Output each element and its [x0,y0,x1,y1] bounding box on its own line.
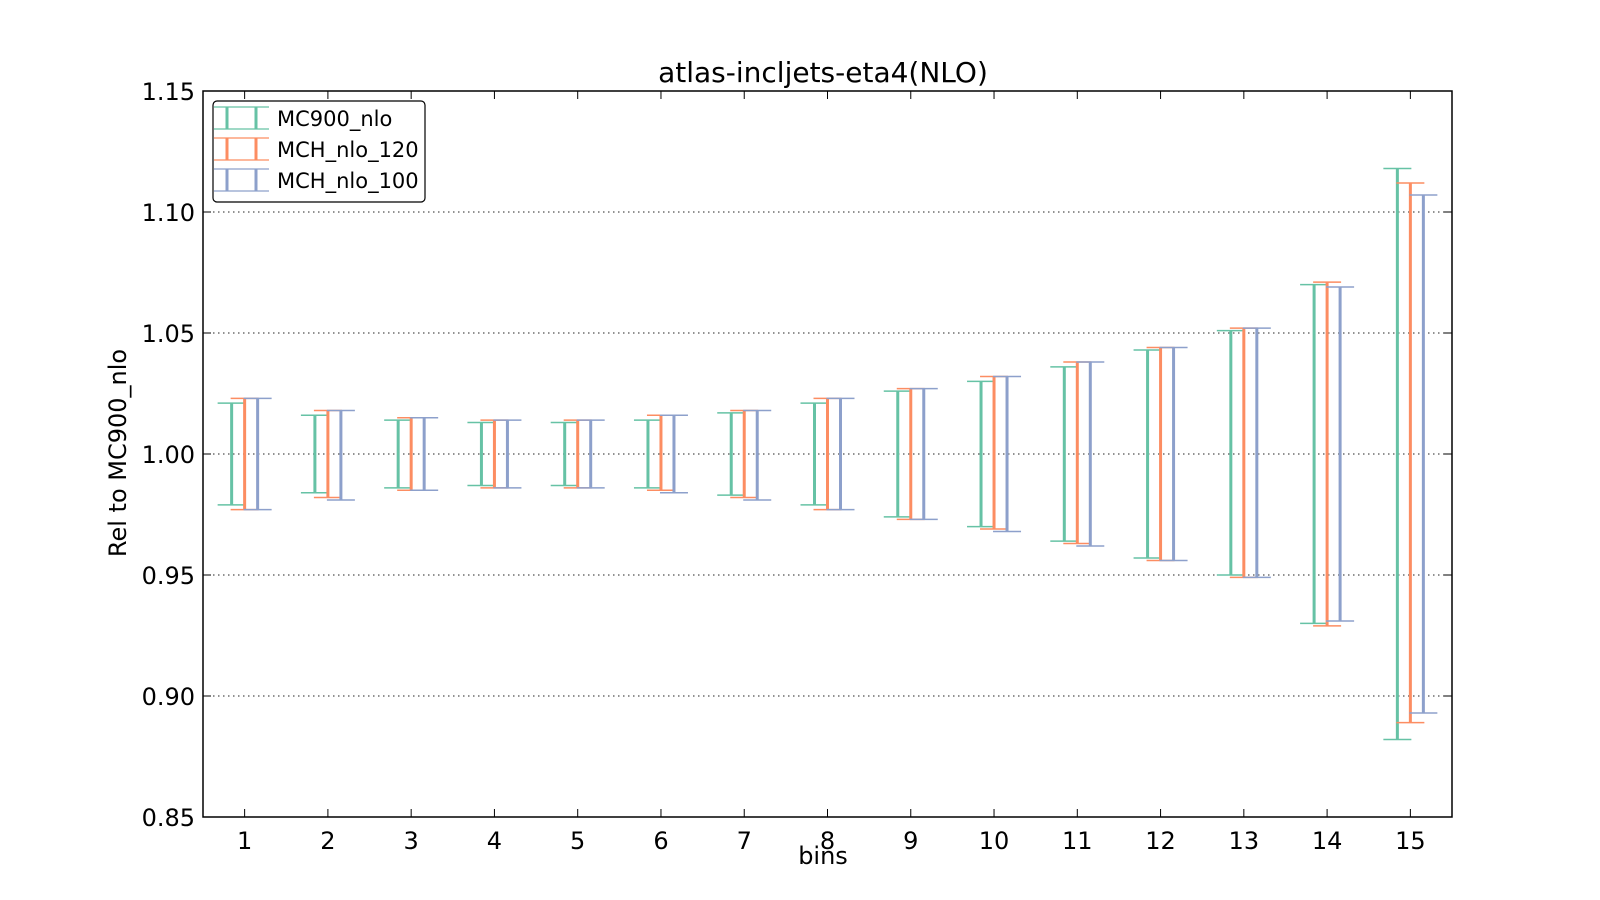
x-tick-label: 1 [237,827,252,855]
y-tick-label: 1.10 [142,199,195,227]
series-MC900_nlo [217,167,1412,741]
legend-box [212,100,426,203]
x-tick-label: 7 [737,827,752,855]
x-tick-label: 4 [487,827,502,855]
axes: 1 2 3 4 5 6 7 8 9 10 11 12 13 14 150.850.900.951.001.0… [142,78,1453,855]
x-tick-label: 2 [320,827,335,855]
y-tick-label: 0.90 [142,683,195,711]
y-tick-label: 1.15 [142,78,195,106]
series-MCH_nlo_100 [243,194,1438,714]
legend-entry: MCH_nlo_100 [214,168,419,194]
x-tick-label: 13 [1229,827,1260,855]
x-tick-label: 14 [1312,827,1343,855]
x-tick-label: 9 [903,827,918,855]
x-tick-label: 15 [1395,827,1426,855]
legend: MC900_nlo MCH_nlo_120 MCH_nlo_100 [212,100,426,203]
y-tick-label: 0.95 [142,562,195,590]
y-tick-label: 1.00 [142,441,195,469]
legend-label: MCH_nlo_100 [277,169,419,194]
x-axis-label: bins [798,842,848,870]
legend-entry: MCH_nlo_120 [214,137,419,163]
x-tick-label: 5 [570,827,585,855]
x-tick-label: 8 [820,827,835,855]
y-tick-label: 1.05 [142,320,195,348]
legend-label: MC900_nlo [277,107,392,132]
legend-entry: MC900_nlo [214,106,392,132]
y-tick-label: 0.85 [142,804,195,832]
chart-title: atlas-incljets-eta4(NLO) [658,56,988,89]
x-tick-label: 3 [404,827,419,855]
x-tick-label: 6 [653,827,668,855]
error-bars [217,167,1438,741]
x-tick-label: 12 [1145,827,1176,855]
x-tick-label: 11 [1062,827,1093,855]
legend-label: MCH_nlo_120 [277,138,419,163]
series-MCH_nlo_120 [230,182,1425,724]
x-tick-label: 10 [979,827,1010,855]
y-axis-label: Rel to MC900_nlo [104,349,132,557]
